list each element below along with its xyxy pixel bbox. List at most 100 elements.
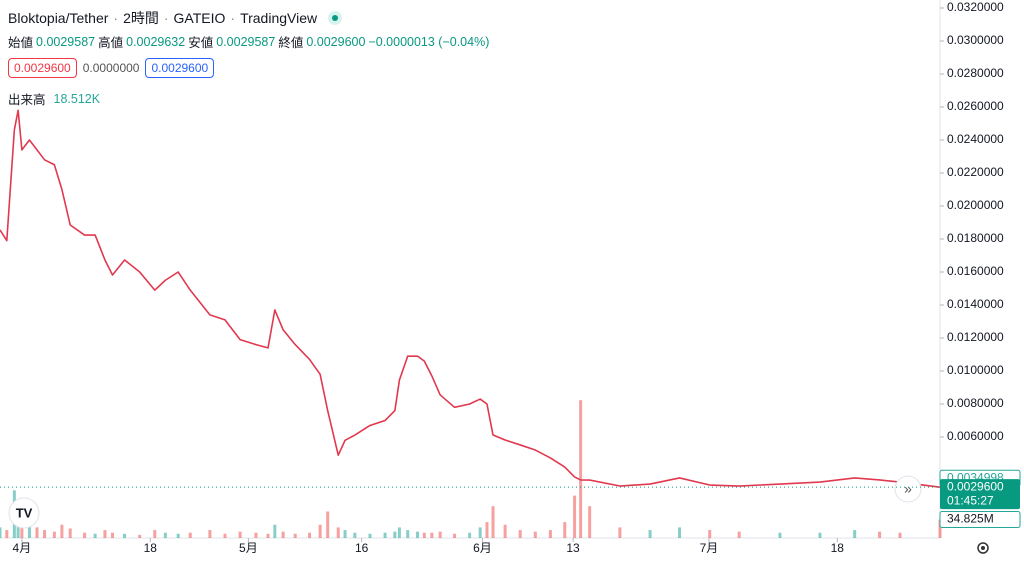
volume-bar xyxy=(138,534,142,538)
volume: 18.512K xyxy=(53,91,101,106)
volume-marker-label: 34.825M xyxy=(947,512,994,526)
x-tick-label: 7月 xyxy=(700,541,719,555)
volume-bar xyxy=(563,522,567,538)
ask[interactable]: 0.0029600 xyxy=(145,58,215,78)
volume-bar xyxy=(308,532,312,538)
volume-bar xyxy=(737,531,741,538)
volume-bar xyxy=(238,531,242,538)
volume-bar xyxy=(188,532,192,538)
volume-bar xyxy=(579,400,583,538)
volume-bar xyxy=(853,530,857,538)
change: −0.0000013 (−0.04%) xyxy=(368,34,490,49)
volume-bar xyxy=(318,524,322,538)
source: TradingView xyxy=(240,10,318,26)
volume-bar xyxy=(648,530,652,538)
volume-bar xyxy=(383,532,387,538)
scroll-button[interactable]: » xyxy=(894,475,922,503)
volume-bar xyxy=(110,532,114,538)
volume-bar xyxy=(52,531,56,538)
price-marker-label: 0.0029600 xyxy=(947,479,1004,493)
volume-bar xyxy=(393,531,397,538)
y-tick-label: 0.0300000 xyxy=(947,33,1004,47)
volume-bar xyxy=(5,530,9,538)
volume-bar xyxy=(343,530,347,538)
volume-bar xyxy=(618,527,622,538)
bid[interactable]: 0.0029600 xyxy=(8,58,77,78)
volume-bar xyxy=(83,532,87,538)
volume-bar xyxy=(16,516,20,538)
volume-bar xyxy=(254,532,258,538)
volume-bar xyxy=(123,533,127,538)
volume-bar xyxy=(573,495,577,538)
volume-bar xyxy=(273,524,277,538)
volume-marker-box xyxy=(939,511,1021,529)
price-line xyxy=(0,109,941,488)
x-tick-label: 4月 xyxy=(13,541,32,555)
volume-bar xyxy=(153,530,157,538)
volume-bar xyxy=(336,527,340,538)
y-tick-label: 0.0200000 xyxy=(947,198,1004,212)
y-tick-label: 0.0080000 xyxy=(947,396,1004,410)
volume-bar xyxy=(588,506,592,538)
exchange: GATEIO xyxy=(173,10,226,26)
volume-bar xyxy=(293,533,297,538)
low-label: 安値 xyxy=(188,36,214,50)
volume-bar xyxy=(0,527,2,538)
volume-bar xyxy=(485,522,489,538)
close: 0.0029600 xyxy=(306,34,366,49)
status-dot xyxy=(328,11,343,25)
x-tick-label: 13 xyxy=(566,541,580,555)
volume-row: 出来高 18.512K xyxy=(8,89,100,108)
x-tick-label: 18 xyxy=(144,541,158,555)
countdown-label: 01:45:27 xyxy=(947,493,994,507)
y-tick-label: 0.0060000 xyxy=(947,429,1004,443)
volume-bar xyxy=(163,532,167,538)
volume-bar xyxy=(708,530,712,538)
volume-bar xyxy=(548,530,552,538)
symbol: Bloktopia/Tether xyxy=(8,10,109,26)
ohlc-row: 始値 0.0029587 高値 0.0029632 安値 0.0029587 終値 0.… xyxy=(8,32,489,51)
y-tick-label: 0.0280000 xyxy=(947,66,1004,80)
y-tick-label: 0.0240000 xyxy=(947,132,1004,146)
x-tick-label: 16 xyxy=(355,541,369,555)
high-label: 高値 xyxy=(98,36,124,50)
y-tick-label: 0.0140000 xyxy=(947,297,1004,311)
volume-bar xyxy=(397,527,401,538)
plot xyxy=(0,109,942,538)
volume-label: 出来高 xyxy=(8,93,46,107)
volume-bar xyxy=(176,533,180,538)
volume-bar xyxy=(68,528,72,538)
volume-bar xyxy=(27,522,31,538)
settings-icon[interactable] xyxy=(977,542,989,554)
volume-bar xyxy=(818,532,822,538)
y-tick-label: 0.0260000 xyxy=(947,99,1004,113)
y-tick-label: 0.0320000 xyxy=(947,0,1004,14)
volume-bar xyxy=(898,532,902,538)
x-tick-label: 5月 xyxy=(239,541,258,555)
price-marker-box xyxy=(940,479,1020,510)
volume-bar xyxy=(468,532,472,538)
volume-bar xyxy=(208,530,212,538)
volume-bar xyxy=(326,511,330,538)
volume-bar xyxy=(223,533,227,538)
volume-bar xyxy=(678,527,682,538)
volume-bar xyxy=(878,531,882,538)
volume-bar xyxy=(60,524,64,538)
y-tick-label: 0.0160000 xyxy=(947,264,1004,278)
high: 0.0029632 xyxy=(126,34,186,49)
y-tick-label: 0.0100000 xyxy=(947,363,1004,377)
open-label: 始値 xyxy=(8,36,34,50)
close-label: 終値 xyxy=(278,36,304,50)
volume-bar xyxy=(368,533,372,538)
volume-bar xyxy=(93,533,97,538)
volume-bar xyxy=(478,527,482,538)
y-tick-label: 0.0180000 xyxy=(947,231,1004,245)
volume-bar xyxy=(353,532,357,538)
volume-bar xyxy=(103,530,107,538)
header-row: Bloktopia/Tether · 2時間 · GATEIO · TradingVi… xyxy=(8,8,343,28)
volume-bar xyxy=(938,519,942,538)
volume-bar xyxy=(266,533,270,538)
interval: 2時間 xyxy=(123,10,159,26)
volume-bar xyxy=(416,531,420,538)
